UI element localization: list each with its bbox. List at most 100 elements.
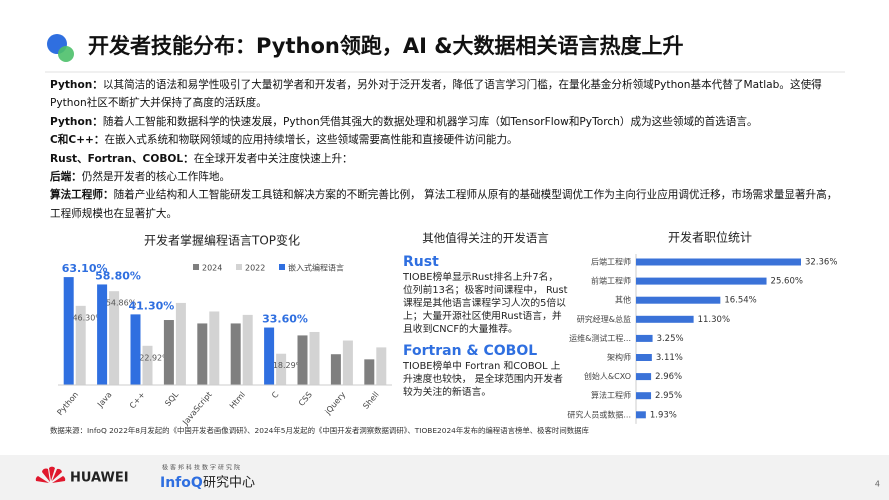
bar <box>175 302 186 385</box>
y-tick-label: 其他 <box>615 295 631 305</box>
bar <box>297 335 308 385</box>
x-tick-label: C <box>270 390 281 400</box>
value-label: 2.96% <box>655 372 682 382</box>
bar <box>636 258 801 266</box>
bar <box>109 291 120 385</box>
paragraph-text: 随着人工智能和数据科学的快速发展，Python凭借其强大的数据处理和机器学习库（… <box>102 115 758 128</box>
paragraph: C和C++：在嵌入式系统和物联网领域的应用持续增长，这些领域需要高性能和直接硬件… <box>50 131 842 149</box>
middle-panel: 其他值得关注的开发语言 Rust TIOBE榜单显示Rust排名上升7名，位列前1… <box>403 232 568 405</box>
icon <box>58 46 74 62</box>
value-label: 33.60% <box>262 313 308 326</box>
legend-swatch <box>193 264 199 270</box>
x-tick-label: Html <box>228 390 247 410</box>
paragraph-text: 在嵌入式系统和物联网领域的应用持续增长，这些领域需要高性能和直接硬件访问能力。 <box>104 134 518 147</box>
bar <box>636 296 721 304</box>
legend-label: 嵌入式编程语言 <box>288 263 344 273</box>
value-label: 16.54% <box>724 296 756 306</box>
title: 开发者技能分布：Python领跑，AI &大数据相关语言热度上升 <box>88 34 684 58</box>
legend-swatch <box>279 264 285 270</box>
section-heading: Rust <box>403 254 439 270</box>
value-label: 41.30% <box>129 299 175 312</box>
legend-label: 2024 <box>202 264 222 273</box>
panel-title: 其他值得关注的开发语言 <box>422 231 549 245</box>
tagline: 极客邦科技数字研究院 <box>162 464 242 472</box>
bar <box>636 277 767 285</box>
x-tick-label: Python <box>55 390 80 417</box>
bar <box>636 411 646 419</box>
value-label: 32.36% <box>805 258 837 268</box>
brand: HUAWEI <box>70 471 129 486</box>
section-heading: Fortran & COBOL <box>403 343 538 359</box>
source: 数据来源：InfoQ 2022年8月发起的《中国开发者画像调研》、2024年5月… <box>50 426 589 435</box>
bar <box>197 323 208 385</box>
bar <box>142 345 153 385</box>
paragraph: Python：随着人工智能和数据科学的快速发展，Python凭借其强大的数据处理… <box>50 113 842 131</box>
bar <box>376 347 387 385</box>
value-label: 25.60% <box>771 277 803 287</box>
huawei-logo <box>35 466 66 483</box>
chart-title: 开发者职位统计 <box>668 230 752 245</box>
bar <box>75 305 86 385</box>
footer-band <box>0 455 889 500</box>
legend-label: 2022 <box>245 264 265 273</box>
center: 研究中心 <box>203 476 255 491</box>
value-label: 18.29% <box>273 361 304 370</box>
bar <box>209 311 220 385</box>
bar <box>163 320 174 385</box>
paragraph: 算法工程师：随着产业结构和人工智能研发工具链和解决方案的不断完善比例， 算法工程… <box>50 186 842 223</box>
paragraph: Rust、Fortran、COBOL：在全球开发者中关注度快速上升： <box>50 150 842 168</box>
value-label: 54.86% <box>106 299 137 308</box>
paragraph: Python：以其简洁的语法和易学性吸引了大量初学者和开发者，另外对于泛开发者，… <box>50 76 842 113</box>
x-tick-label: CSS <box>297 390 314 408</box>
bar <box>276 353 287 385</box>
value-label: 3.25% <box>657 334 684 344</box>
value-label: 63.10% <box>62 262 108 275</box>
y-tick-label: 后端工程师 <box>591 257 631 267</box>
bar <box>636 315 694 323</box>
paragraph-text: 随着产业结构和人工智能研发工具链和解决方案的不断完善比例， 算法工程师从原有的基… <box>50 189 838 220</box>
paragraph-label: 后端： <box>50 171 82 184</box>
bar <box>342 340 353 385</box>
bar <box>636 334 653 342</box>
bar <box>63 277 74 385</box>
y-tick-label: 架构师 <box>607 352 631 362</box>
y-tick-label: 创始人&CXO <box>584 371 631 381</box>
paragraph-text: 以其简洁的语法和易学性吸引了大量初学者和开发者，另外对于泛开发者，降低了语言学习… <box>50 79 822 110</box>
value-label: 46.30% <box>72 313 103 322</box>
y-tick-label: 前端工程师 <box>591 276 631 286</box>
y-tick-label: 研究人员或数据... <box>567 409 631 419</box>
chart-title: 开发者掌握编程语言TOP变化 <box>144 233 300 248</box>
bar <box>264 327 275 385</box>
section-text: TIOBE榜单中 Fortran 和COBOL 上升速度也较快， 是全球范围内开… <box>403 361 563 398</box>
paragraph-label: C和C++： <box>50 134 105 147</box>
y-tick-label: 算法工程师 <box>591 390 631 400</box>
value-label: 3.11% <box>656 353 683 363</box>
paragraph: 后端：仍然是开发者的核心工作阵地。 <box>50 168 842 186</box>
paragraph-label: Python： <box>50 115 103 128</box>
bar <box>309 331 320 385</box>
paragraph-label: Python： <box>50 79 103 91</box>
bar <box>242 314 253 385</box>
bar <box>636 354 652 361</box>
bar <box>230 323 241 385</box>
paragraph-text: 在全球开发者中关注度快速上升： <box>193 152 353 165</box>
bar <box>130 314 141 385</box>
value-label: 22.92% <box>139 353 170 362</box>
page-number: 4 <box>875 480 880 489</box>
bar <box>364 359 375 385</box>
bar <box>330 354 341 385</box>
x-tick-label: jQuery <box>323 390 348 417</box>
x-tick-label: Shell <box>361 390 380 411</box>
value-label: 2.95% <box>655 391 682 401</box>
paragraph-label: 算法工程师： <box>50 189 114 202</box>
bar <box>636 373 652 381</box>
bar <box>97 284 108 385</box>
value-label: 1.93% <box>650 410 677 420</box>
y-tick-label: 运维&测试工程... <box>569 333 631 343</box>
paragraphs: Python：以其简洁的语法和易学性吸引了大量初学者和开发者，另外对于泛开发者，… <box>50 76 842 223</box>
paragraph-text: 仍然是开发者的核心工作阵地。 <box>81 171 231 184</box>
value-label: 11.30% <box>698 315 730 325</box>
y-tick-label: 研究经理&总监 <box>577 314 631 324</box>
